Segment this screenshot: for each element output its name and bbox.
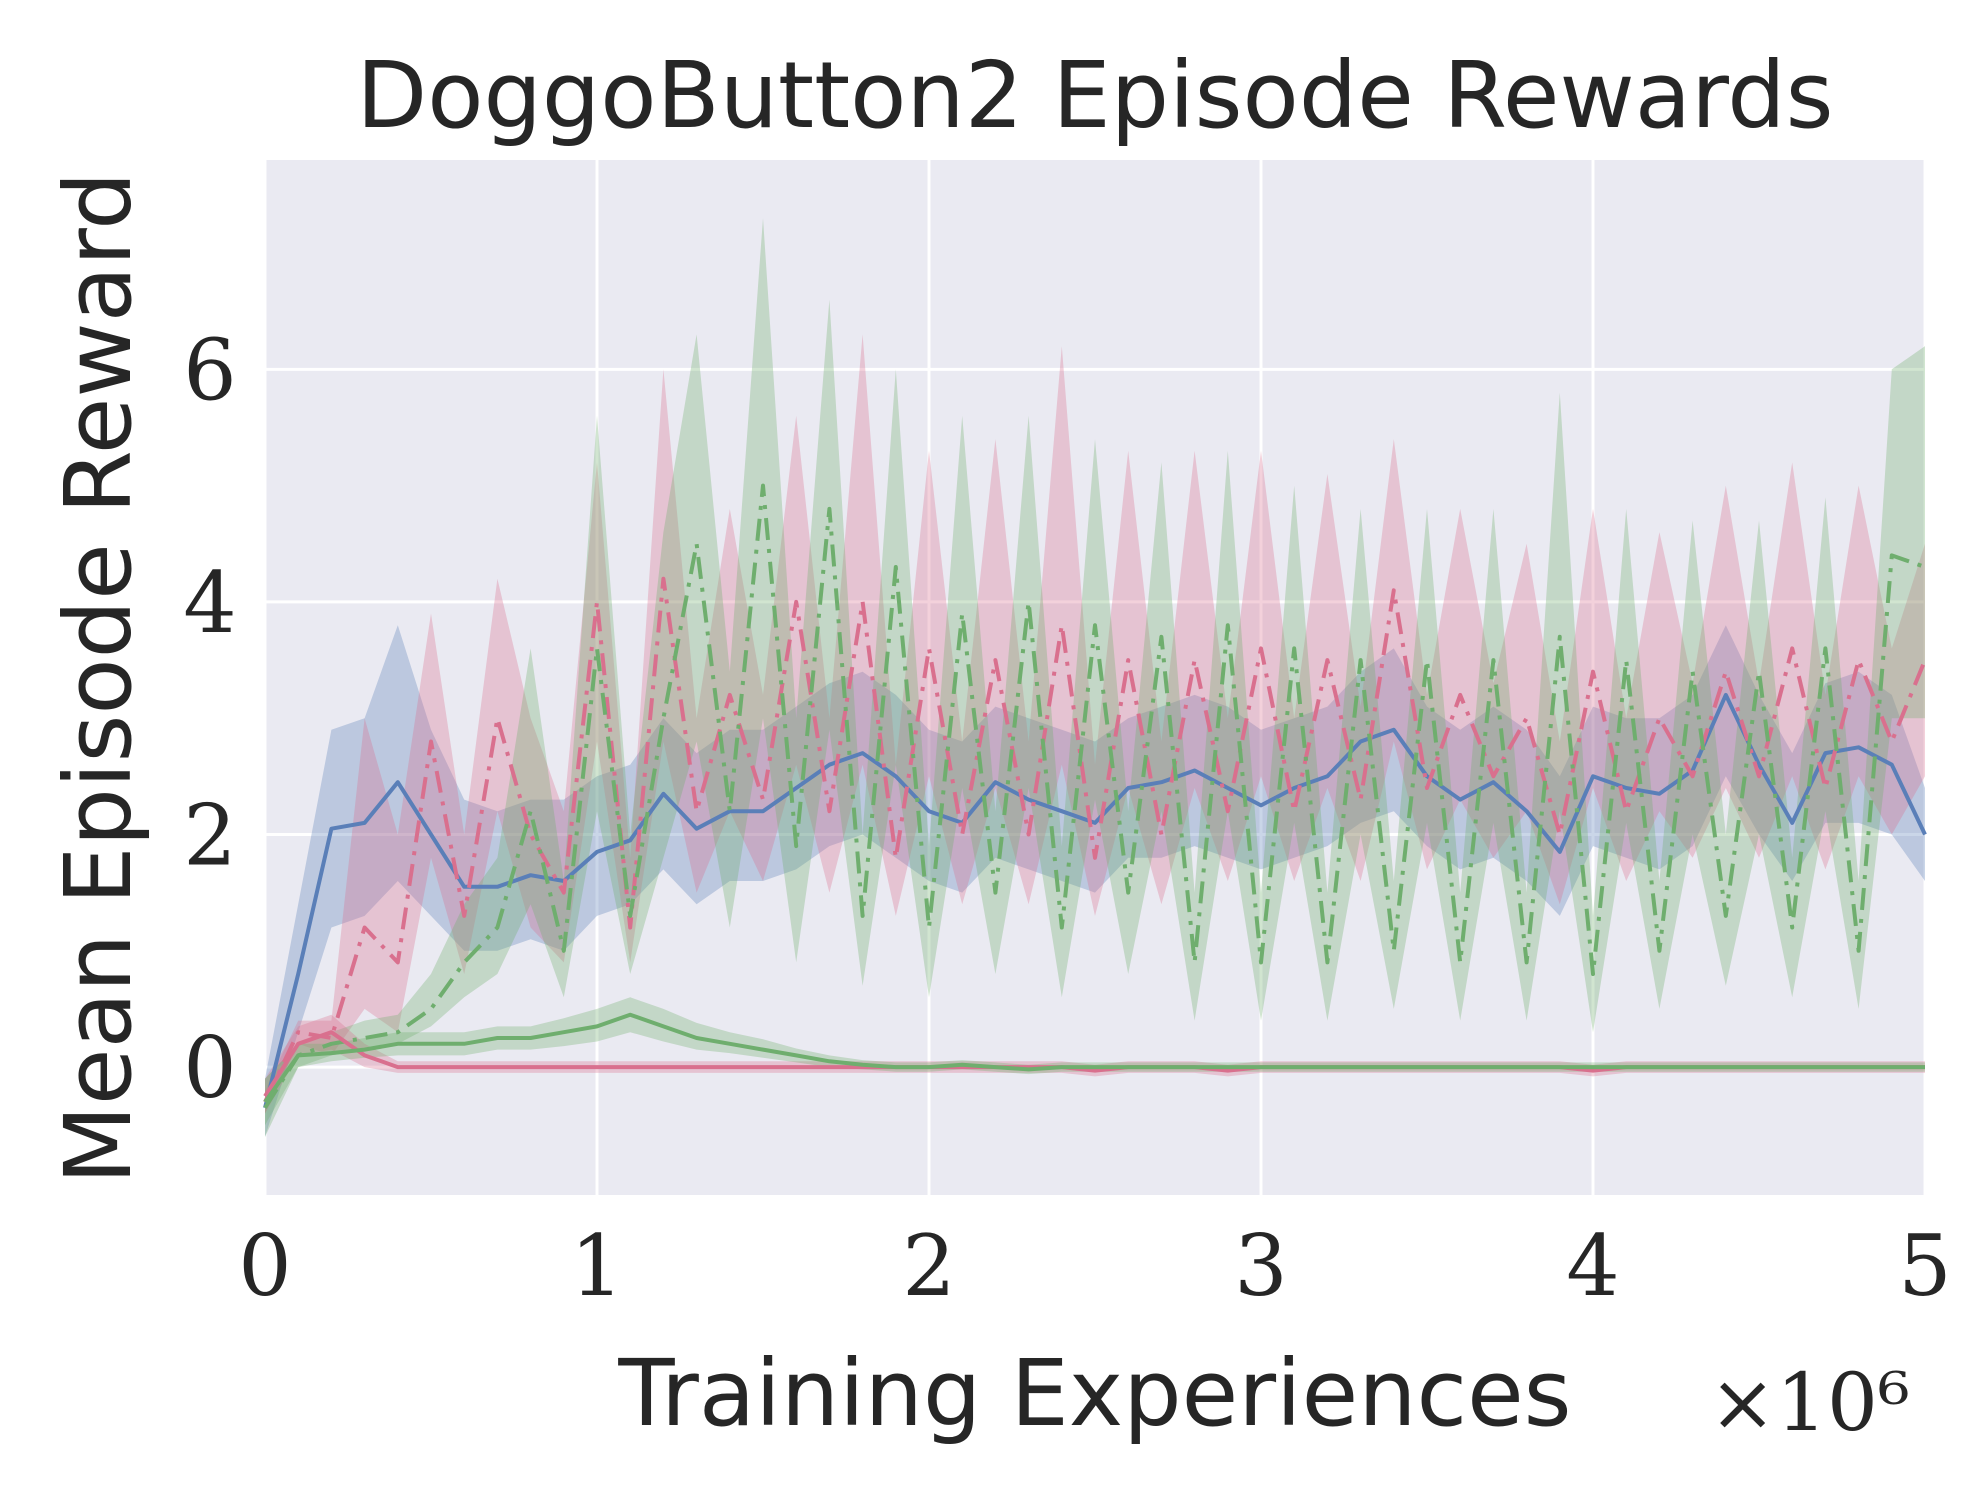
- y-axis-label: Mean Episode Reward: [45, 171, 152, 1184]
- tick-labels: 0 1 2 3 4 5 0 2 4 6: [183, 321, 1951, 1315]
- series-1-line: [263, 576, 1927, 1103]
- x-tick-label: 4: [1566, 1217, 1619, 1315]
- series-3-band: [265, 1014, 1925, 1114]
- series-lines: [263, 483, 1927, 1109]
- chart-title: DoggoButton2 Episode Rewards: [356, 42, 1833, 149]
- x-tick-label: 2: [902, 1217, 955, 1315]
- x-axis-offset-label: ×10⁶: [1709, 1356, 1910, 1449]
- series-0-band: [265, 625, 1925, 1137]
- y-tick-label: 2: [183, 786, 236, 884]
- series-2-line: [263, 483, 1926, 1109]
- x-tick-label: 3: [1234, 1217, 1287, 1315]
- confidence-bands: [265, 218, 1925, 1137]
- y-tick-label: 6: [183, 321, 236, 419]
- plot-background: [265, 160, 1925, 1195]
- x-tick-label: 1: [570, 1217, 623, 1315]
- y-tick-label: 0: [183, 1019, 236, 1117]
- series-4-band: [265, 997, 1925, 1126]
- x-tick-label: 5: [1898, 1217, 1951, 1315]
- series-4-line: [263, 1012, 1925, 1104]
- x-tick-label: 0: [238, 1217, 291, 1315]
- series-0-line: [263, 692, 1927, 1109]
- x-axis-label: Training Experiences: [617, 1340, 1571, 1447]
- series-2-band: [265, 218, 1925, 1137]
- series-1-band: [265, 334, 1925, 1114]
- y-tick-label: 4: [183, 554, 236, 652]
